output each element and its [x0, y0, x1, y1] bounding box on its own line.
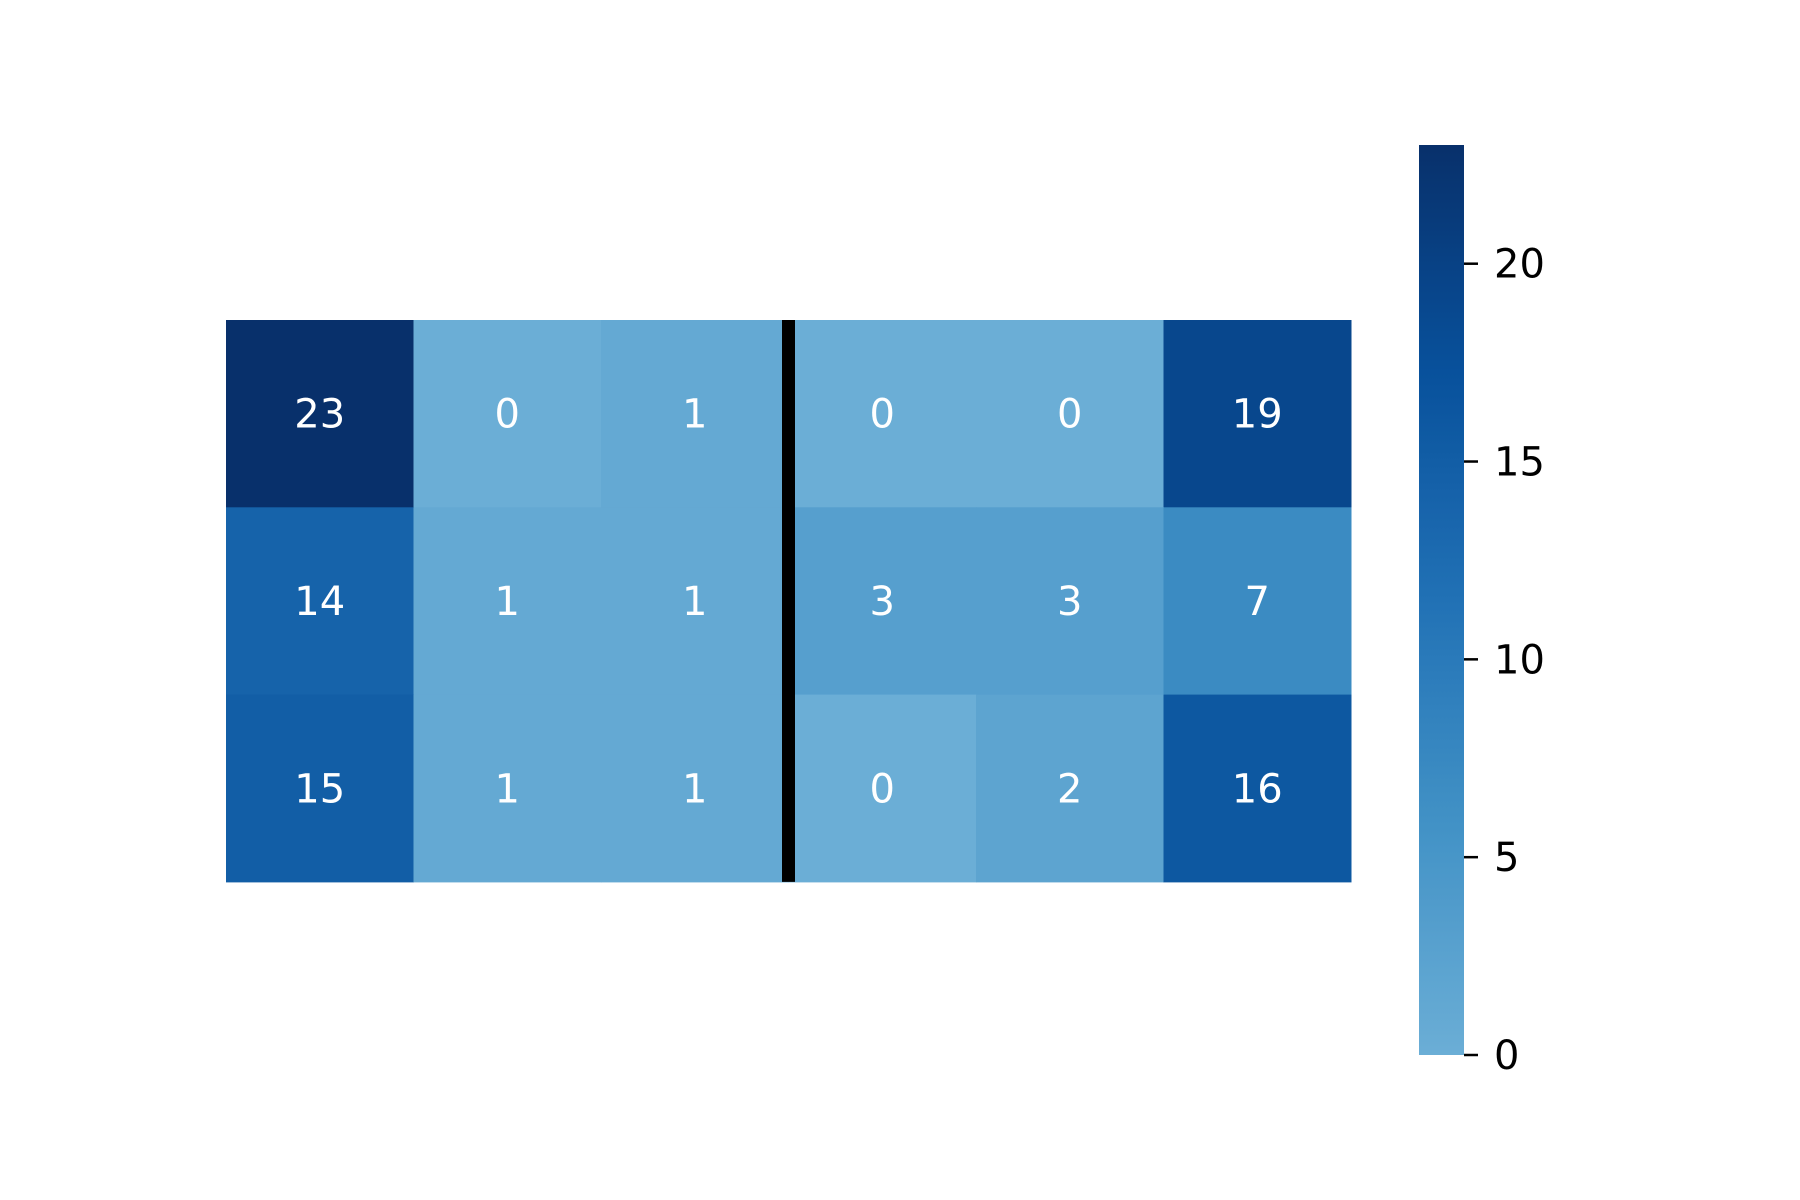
heatmap-cell — [601, 320, 789, 508]
heatmap-cell-value: 23 — [294, 392, 345, 438]
heatmap-cell-labels: 23 0 1 0 0 19 14 1 1 3 3 7 15 1 1 0 2 16 — [294, 392, 1282, 813]
heatmap-cell — [788, 507, 977, 696]
colorbar-tick-label: 20 — [1494, 242, 1545, 288]
heatmap-cell — [788, 694, 977, 883]
heatmap-cell — [976, 694, 1164, 883]
heatmap-cell-value: 0 — [1057, 392, 1082, 438]
colorbar-gradient — [1419, 145, 1464, 1055]
heatmap-cell — [1163, 694, 1352, 883]
heatmap-cell-value: 0 — [870, 392, 895, 438]
heatmap-cell — [413, 694, 602, 883]
heatmap-cell-value: 1 — [495, 766, 520, 812]
heatmap-cell — [788, 320, 977, 508]
heatmap-cell-value: 14 — [294, 579, 345, 625]
heatmap-cell — [976, 320, 1164, 508]
heatmap-cell-value: 0 — [870, 766, 895, 812]
colorbar-tick-label: 5 — [1494, 835, 1519, 881]
heatmap-cell-value: 16 — [1232, 766, 1283, 812]
heatmap-cell — [413, 320, 602, 508]
colorbar-tick-label: 10 — [1494, 637, 1545, 683]
heatmap-cell — [976, 507, 1164, 696]
heatmap-cell — [226, 320, 414, 508]
colorbar-tick-label: 15 — [1494, 440, 1545, 486]
heatmap-cell-value: 1 — [682, 392, 707, 438]
heatmap-cell — [1163, 507, 1352, 696]
heatmap-cell — [601, 694, 789, 883]
heatmap-cell-value: 3 — [1057, 579, 1082, 625]
heatmap-cell-value: 15 — [294, 766, 345, 812]
heatmap-cell-value: 19 — [1232, 392, 1283, 438]
colorbar: 0 5 10 15 20 — [1419, 145, 1545, 1079]
heatmap-cell — [226, 507, 414, 696]
heatmap-cell-value: 2 — [1057, 766, 1082, 812]
heatmap-cell — [1163, 320, 1352, 508]
heatmap-cell-value: 1 — [682, 579, 707, 625]
heatmap-cell — [226, 694, 414, 883]
colorbar-tick-label: 0 — [1494, 1033, 1519, 1079]
heatmap-cell-value: 3 — [870, 579, 895, 625]
heatmap-cell-value: 0 — [495, 392, 520, 438]
heatmap-cell — [601, 507, 789, 696]
heatmap-cell-value: 7 — [1245, 579, 1270, 625]
heatmap-cells — [226, 320, 1352, 883]
heatmap-cell — [413, 507, 602, 696]
heatmap-cell-value: 1 — [495, 579, 520, 625]
heatmap-cell-value: 1 — [682, 766, 707, 812]
